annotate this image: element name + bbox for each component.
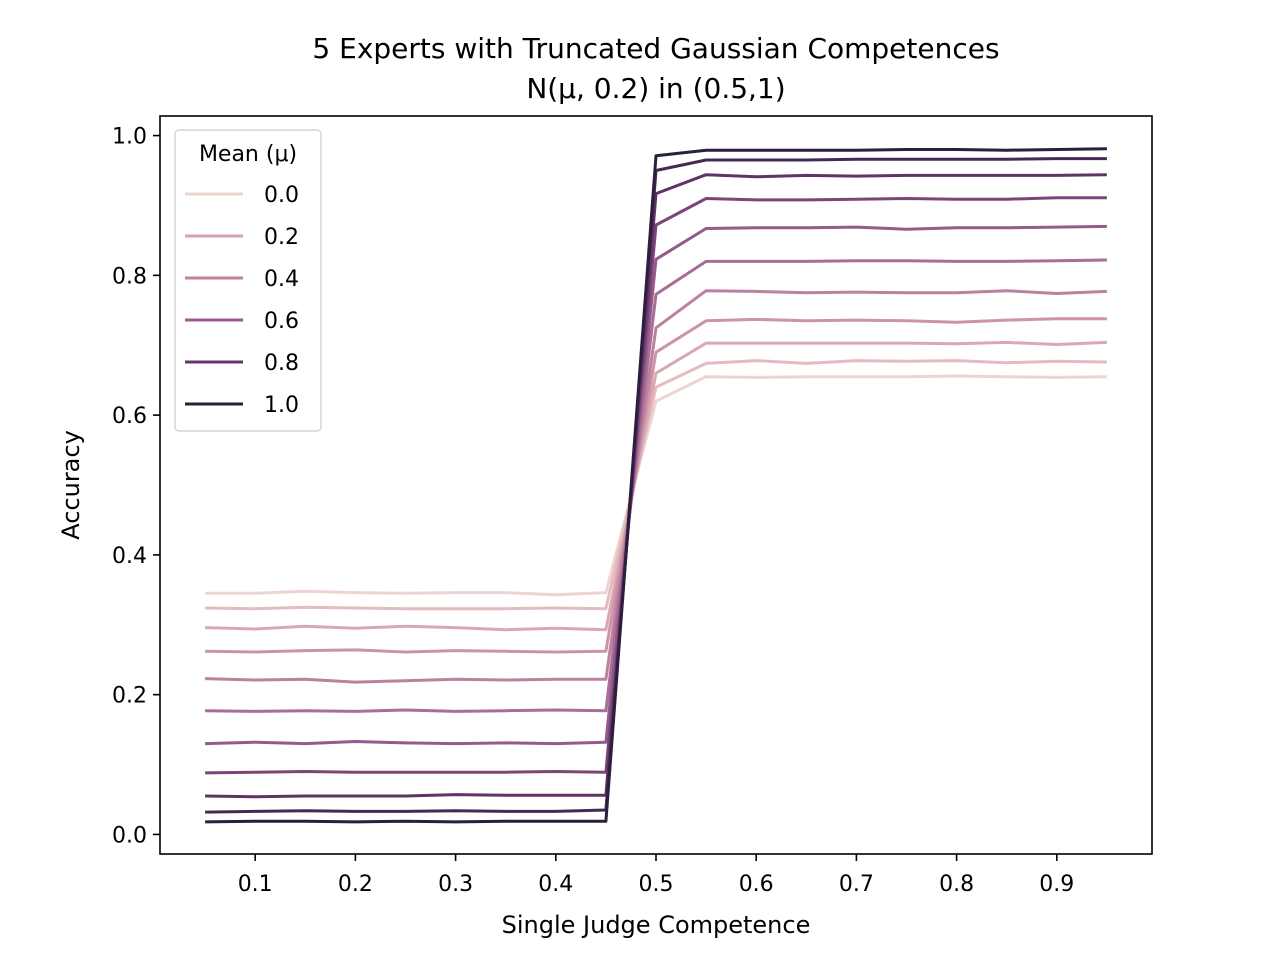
y-tick-label: 0.6 xyxy=(112,404,147,429)
series-line-6 xyxy=(205,224,1107,746)
y-tick-label: 0.4 xyxy=(112,544,147,569)
series-line-5 xyxy=(205,258,1107,713)
series-line-3 xyxy=(205,317,1107,654)
x-tick-label: 0.9 xyxy=(1039,872,1074,897)
series-line-1 xyxy=(205,359,1107,611)
series-line-4 xyxy=(205,289,1107,684)
chart-title: 5 Experts with Truncated Gaussian Compet… xyxy=(312,32,999,65)
legend-entry-label: 0.6 xyxy=(264,309,299,334)
y-axis-ticks: 0.0 0.2 0.4 0.6 0.8 1.0 xyxy=(112,125,160,848)
x-tick-label: 0.7 xyxy=(839,872,874,897)
legend-entry-label: 0.8 xyxy=(264,351,299,376)
y-tick-label: 0.8 xyxy=(112,264,147,289)
y-tick-label: 0.0 xyxy=(112,823,147,848)
legend-title: Mean (μ) xyxy=(199,142,297,167)
y-tick-label: 1.0 xyxy=(112,125,147,150)
series-line-2 xyxy=(205,340,1107,632)
x-tick-label: 0.5 xyxy=(639,872,674,897)
x-tick-label: 0.1 xyxy=(238,872,273,897)
y-axis-label: Accuracy xyxy=(57,430,85,540)
series-line-10 xyxy=(205,147,1107,824)
legend-entry-label: 1.0 xyxy=(264,393,299,418)
y-tick-label: 0.2 xyxy=(112,684,147,709)
chart-subtitle: N(μ, 0.2) in (0.5,1) xyxy=(526,72,785,105)
x-axis-label: Single Judge Competence xyxy=(502,911,811,939)
legend-entry-label: 0.4 xyxy=(264,267,299,292)
legend-entry-label: 0.0 xyxy=(264,183,299,208)
legend: Mean (μ) 0.0 0.2 0.4 0.6 0.8 1.0 xyxy=(174,129,322,432)
x-tick-label: 0.4 xyxy=(538,872,573,897)
series-line-9 xyxy=(205,157,1107,814)
series-group xyxy=(205,147,1107,824)
x-tick-label: 0.8 xyxy=(939,872,974,897)
series-line-7 xyxy=(205,196,1107,775)
x-tick-label: 0.6 xyxy=(739,872,774,897)
series-line-8 xyxy=(205,173,1107,799)
x-axis-ticks: 0.1 0.2 0.3 0.4 0.5 0.6 0.7 0.8 0.9 xyxy=(238,854,1074,897)
legend-box xyxy=(174,129,322,432)
legend-entry-label: 0.2 xyxy=(264,225,299,250)
series-line-0 xyxy=(205,374,1107,597)
x-tick-label: 0.2 xyxy=(338,872,373,897)
x-tick-label: 0.3 xyxy=(438,872,473,897)
